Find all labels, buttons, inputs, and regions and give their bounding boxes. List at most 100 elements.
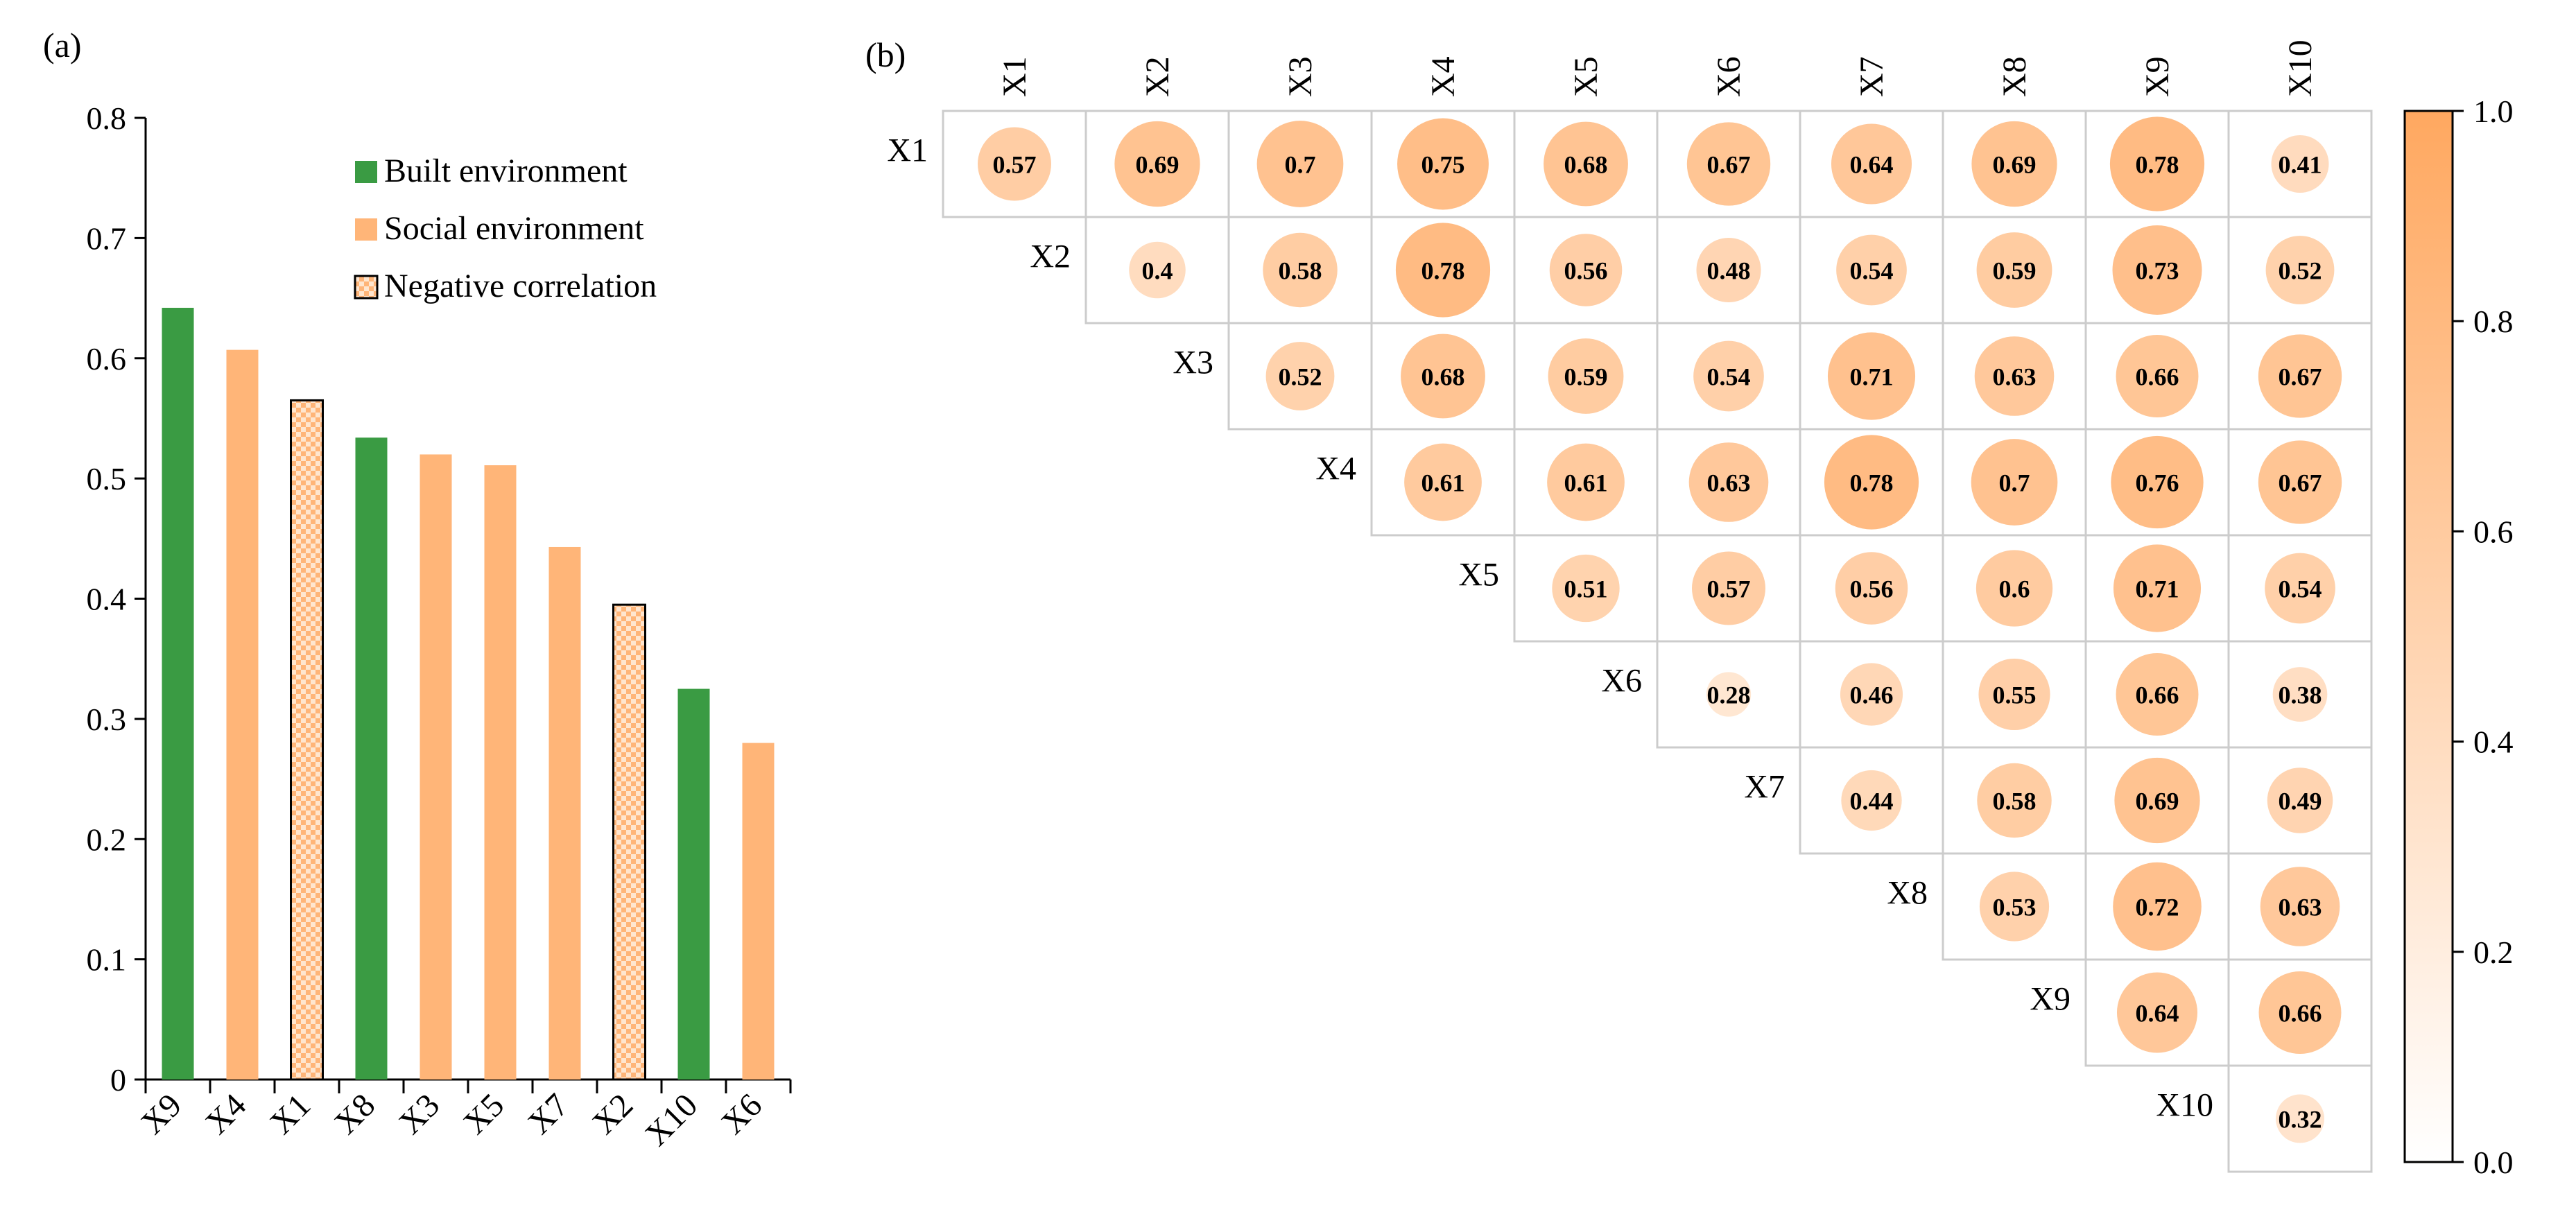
correlation-value: 0.69 (2136, 788, 2179, 815)
row-labels: X1 X2 X3 X4 X5 X6 X7 X8 X9 X10 (887, 132, 2213, 1124)
column-label: X5 (1568, 56, 1605, 97)
correlation-value: 0.66 (2136, 682, 2179, 709)
column-label: X9 (2139, 56, 2176, 97)
correlation-circle (2258, 971, 2342, 1054)
correlation-value: 0.78 (1850, 469, 1894, 497)
x-tick-label: X2 (585, 1086, 640, 1141)
correlation-value: 0.67 (2279, 469, 2322, 497)
correlation-circle (2258, 334, 2342, 418)
correlation-value: 0.55 (1993, 682, 2037, 709)
colorbar-tick-label: 0.6 (2473, 514, 2514, 549)
correlation-circle (1404, 443, 1482, 521)
row-label: X4 (1315, 451, 1356, 487)
bars (162, 307, 775, 1081)
row-label: X1 (887, 132, 928, 169)
correlation-value: 0.52 (2279, 257, 2322, 285)
correlation-circle (2112, 225, 2202, 315)
legend-label-built: Built environment (384, 153, 628, 189)
correlation-circle (2265, 553, 2335, 624)
column-label: X1 (996, 56, 1033, 97)
colorbar-gradient (2403, 110, 2454, 1163)
correlation-value: 0.59 (1564, 363, 1608, 391)
correlation-circle (1692, 551, 1765, 625)
panel-a-label: (a) (43, 26, 82, 64)
correlation-value: 0.66 (2279, 1000, 2322, 1028)
correlation-circle (1824, 435, 1919, 530)
column-labels: X1 X2 X3 X4 X5 X6 X7 X8 X9 X10 (996, 40, 2319, 97)
correlation-circle (1971, 439, 2058, 526)
x-tick-label: X1 (263, 1086, 318, 1141)
correlation-value: 0.69 (1993, 151, 2037, 179)
row-label: X7 (1744, 769, 1785, 806)
correlation-circle (2271, 135, 2329, 193)
correlation-circle (1979, 872, 2050, 942)
correlation-circle (2272, 667, 2328, 722)
row-label: X3 (1173, 345, 1213, 381)
x-tick-label: X7 (521, 1086, 576, 1141)
bar-x7 (548, 546, 581, 1080)
correlation-circle (1547, 443, 1625, 521)
x-tick-label: X10 (638, 1086, 704, 1153)
y-tick-label: 0.7 (87, 220, 127, 256)
correlation-value: 0.52 (1279, 363, 1322, 391)
legend-swatch-negative (354, 275, 379, 300)
column-label: X7 (1853, 56, 1890, 97)
correlation-value: 0.54 (1707, 363, 1751, 391)
correlation-circle (1693, 340, 1764, 412)
correlation-value: 0.69 (1136, 151, 1179, 179)
correlation-value: 0.58 (1279, 257, 1322, 285)
correlation-circle (1397, 118, 1489, 210)
correlation-circle (1686, 122, 1771, 206)
correlation-circle (2260, 867, 2340, 946)
colorbar-ticks: 0.0 0.2 0.4 0.6 0.8 1.0 (2453, 94, 2514, 1180)
column-label: X8 (1996, 56, 2033, 97)
correlation-circle (1971, 121, 2057, 207)
colorbar-tick-label: 0.2 (2473, 935, 2514, 970)
correlation-value: 0.61 (1564, 469, 1608, 497)
y-tick-label: 0.4 (87, 582, 127, 617)
legend-swatch-built (355, 161, 377, 183)
x-tick-label: X4 (198, 1086, 253, 1141)
correlation-value: 0.56 (1564, 257, 1608, 285)
correlation-circle (1129, 241, 1186, 299)
correlation-circle (1549, 234, 1623, 306)
correlation-circle (2258, 440, 2342, 524)
correlation-circle (1978, 658, 2050, 731)
bar-x4 (226, 349, 259, 1080)
legend: Built environment Social environment Negat… (354, 153, 657, 304)
correlation-value: 0.68 (1564, 151, 1608, 179)
correlation-value: 0.72 (2136, 894, 2179, 921)
correlation-value: 0.57 (1707, 575, 1751, 603)
correlation-value: 0.66 (2136, 363, 2179, 391)
correlation-circle (1831, 123, 1912, 205)
correlation-circle (1401, 333, 1485, 419)
column-label: X10 (2282, 40, 2319, 97)
correlation-value: 0.32 (2279, 1106, 2322, 1134)
correlation-circle (1265, 342, 1335, 410)
correlation-value: 0.4 (1142, 257, 1173, 285)
x-tick-label: X8 (327, 1086, 382, 1141)
correlation-value: 0.59 (1993, 257, 2037, 285)
correlation-value: 0.71 (1850, 363, 1894, 391)
column-label: X4 (1425, 56, 1462, 97)
bar-x6 (742, 743, 775, 1080)
y-tick-label: 0.5 (87, 461, 127, 496)
correlation-value: 0.54 (2279, 575, 2322, 603)
panel-b-correlation-matrix: (b) 0.57 0.69 0.7 0.75 0.68 0.67 0.64 0.69 0.78 0… (865, 35, 2514, 1180)
row-label: X8 (1887, 875, 1928, 912)
correlation-value: 0.63 (1707, 469, 1751, 497)
correlation-circle (1552, 554, 1620, 623)
correlation-value: 0.57 (993, 151, 1037, 179)
correlation-value: 0.58 (1993, 788, 2037, 815)
correlation-value: 0.64 (2136, 1000, 2179, 1028)
correlation-value: 0.7 (1285, 151, 1316, 179)
correlation-value: 0.67 (1707, 151, 1751, 179)
correlation-circle (1835, 552, 1908, 625)
column-label: X6 (1711, 56, 1747, 97)
y-tick-label: 0.3 (87, 702, 127, 737)
correlation-value: 0.49 (2279, 788, 2322, 815)
correlation-circle (2265, 236, 2335, 304)
correlation-value: 0.67 (2279, 363, 2322, 391)
correlation-value: 0.71 (2136, 575, 2179, 603)
correlation-value: 0.76 (2136, 469, 2179, 497)
